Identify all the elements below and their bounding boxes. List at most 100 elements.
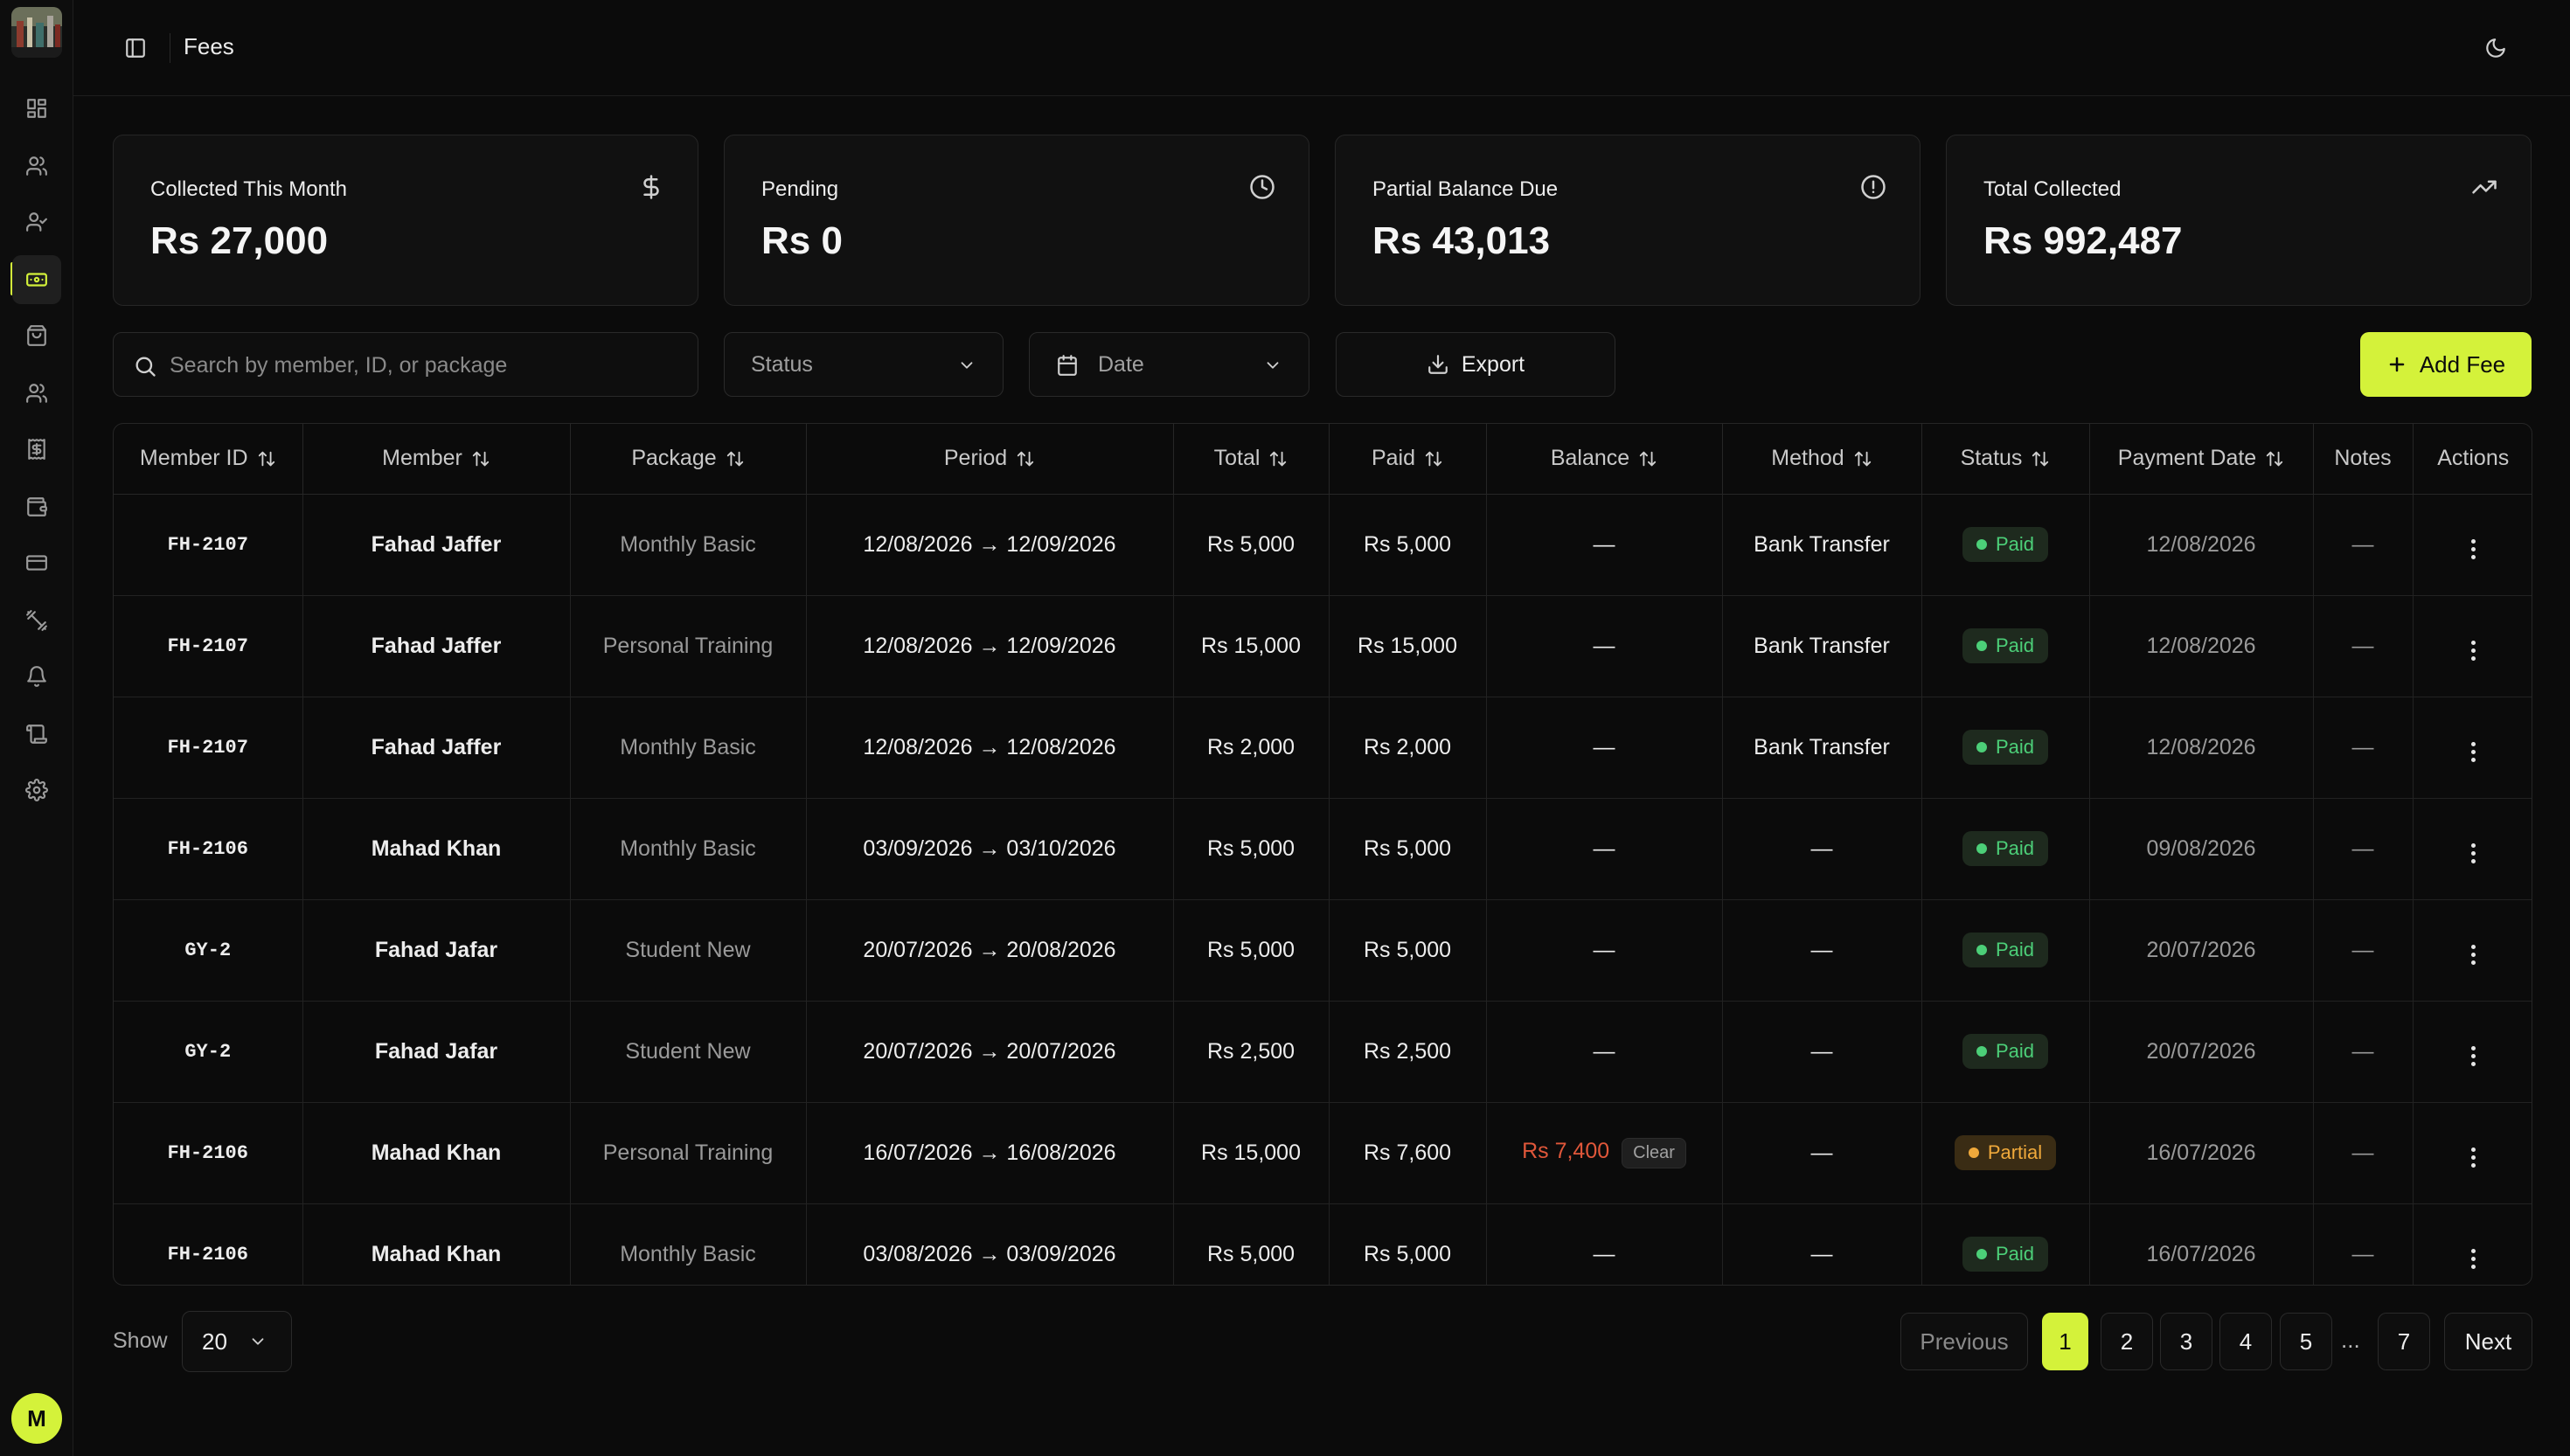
cell-member-id: FH-2107 (114, 494, 303, 596)
status-badge: Partial (1954, 1135, 2057, 1170)
cell-method: — (1722, 899, 1922, 1002)
table-row[interactable]: FH-2107 Fahad Jaffer Monthly Basic 12/08/20… (114, 494, 2532, 596)
export-button[interactable]: Export (1336, 332, 1615, 397)
clear-balance-button[interactable]: Clear (1622, 1137, 1686, 1168)
column-header-paid[interactable]: Paid (1329, 424, 1487, 495)
cell-member: Fahad Jaffer (302, 697, 571, 799)
sidebar-item-members[interactable] (12, 142, 61, 191)
column-header-label: Notes (2334, 446, 2392, 471)
banknote-icon (26, 273, 47, 287)
page-button-7[interactable]: 7 (2378, 1313, 2430, 1370)
table-row[interactable]: GY-2 Fahad Jafar Student New 20/07/2026 → 2… (114, 1001, 2532, 1103)
cell-balance: Rs 7,400 Clear (1486, 1102, 1723, 1204)
sidebar-item-notifications[interactable] (12, 652, 61, 701)
previous-page-button[interactable]: Previous (1900, 1313, 2028, 1370)
cell-package: Monthly Basic (570, 1203, 807, 1285)
sidebar-item-staff[interactable] (12, 369, 61, 418)
cell-status: Paid (1921, 1001, 2090, 1103)
cell-member: Fahad Jaffer (302, 595, 571, 697)
next-page-button[interactable]: Next (2444, 1313, 2532, 1370)
table-row[interactable]: FH-2106 Mahad Khan Personal Training 16/07/… (114, 1102, 2532, 1204)
column-header-balance[interactable]: Balance (1486, 424, 1723, 495)
sidebar-item-fees[interactable] (12, 255, 61, 304)
cell-notes: — (2313, 798, 2414, 900)
status-dot (1976, 1046, 1987, 1057)
user-check-icon (26, 212, 47, 232)
row-actions-menu-button[interactable] (2466, 1244, 2481, 1274)
cell-paid: Rs 15,000 (1329, 595, 1487, 697)
stat-value: Rs 27,000 (150, 219, 329, 262)
column-header-member-id[interactable]: Member ID (114, 424, 303, 495)
app-logo[interactable] (11, 7, 62, 58)
sort-icon (472, 451, 490, 466)
cell-balance: — (1486, 1203, 1723, 1285)
sidebar-item-wallet[interactable] (12, 482, 61, 531)
cell-package: Monthly Basic (570, 798, 807, 900)
row-actions-menu-button[interactable] (2466, 534, 2481, 565)
column-header-label: Period (943, 446, 1008, 471)
table-row[interactable]: FH-2106 Mahad Khan Monthly Basic 03/08/2026… (114, 1203, 2532, 1285)
cell-paid: Rs 2,000 (1329, 697, 1487, 799)
status-text: Paid (1995, 939, 2035, 960)
date-filter-dropdown[interactable]: Date (1029, 332, 1309, 397)
table-row[interactable]: FH-2107 Fahad Jaffer Personal Training 12/0… (114, 595, 2532, 697)
column-header-status[interactable]: Status (1921, 424, 2090, 495)
status-badge: Paid (1962, 1237, 2049, 1272)
user-avatar[interactable]: M (11, 1393, 62, 1444)
sidebar-item-invoices[interactable] (12, 425, 61, 474)
page-size-select[interactable]: 20 (182, 1311, 292, 1372)
row-actions-menu-button[interactable] (2466, 635, 2481, 666)
panel-left-icon (126, 38, 145, 58)
status-filter-dropdown[interactable]: Status (724, 332, 1004, 397)
column-header-member[interactable]: Member (302, 424, 571, 495)
search-input[interactable] (170, 349, 677, 382)
sort-icon (1640, 451, 1657, 466)
sidebar-item-payments[interactable] (12, 538, 61, 587)
add-fee-button[interactable]: Add Fee (2360, 332, 2532, 397)
column-header-total[interactable]: Total (1173, 424, 1330, 495)
column-header-payment-date[interactable]: Payment Date (2089, 424, 2314, 495)
sidebar-item-shop[interactable] (12, 311, 61, 360)
sort-icon (1270, 451, 1287, 466)
users-icon (26, 384, 47, 403)
cell-period: 20/07/2026 → 20/08/2026 (806, 899, 1174, 1002)
cell-notes: — (2313, 697, 2414, 799)
cell-notes: — (2313, 494, 2414, 596)
sidebar-toggle-button[interactable] (119, 31, 152, 65)
column-header-method[interactable]: Method (1722, 424, 1922, 495)
cell-period: 12/08/2026 → 12/09/2026 (806, 595, 1174, 697)
page-button-2[interactable]: 2 (2101, 1313, 2153, 1370)
cell-balance: — (1486, 798, 1723, 900)
table-row[interactable]: GY-2 Fahad Jafar Student New 20/07/2026 → 2… (114, 899, 2532, 1002)
sidebar-item-logs[interactable] (12, 710, 61, 759)
cell-status: Paid (1921, 798, 2090, 900)
column-header-period[interactable]: Period (806, 424, 1174, 495)
page-button-1[interactable]: 1 (2042, 1313, 2088, 1370)
column-header-label: Actions (2437, 446, 2510, 471)
status-dot (1976, 1249, 1987, 1259)
sidebar-item-dashboard[interactable] (12, 84, 61, 133)
alert-circle-icon (1861, 175, 1886, 199)
row-actions-menu-button[interactable] (2466, 838, 2481, 869)
sidebar-item-attendance[interactable] (12, 198, 61, 246)
cell-total: Rs 5,000 (1173, 1203, 1330, 1285)
table-row[interactable]: FH-2106 Mahad Khan Monthly Basic 03/09/2026… (114, 798, 2532, 900)
row-actions-menu-button[interactable] (2466, 737, 2481, 767)
cell-period: 16/07/2026 → 16/08/2026 (806, 1102, 1174, 1204)
bell-icon (27, 666, 46, 687)
cell-member-id: GY-2 (114, 1001, 303, 1103)
sidebar-item-settings[interactable] (12, 766, 61, 815)
page-button-3[interactable]: 3 (2160, 1313, 2212, 1370)
column-header-package[interactable]: Package (570, 424, 807, 495)
theme-toggle-button[interactable] (2479, 31, 2512, 65)
row-actions-menu-button[interactable] (2466, 1142, 2481, 1173)
row-actions-menu-button[interactable] (2466, 1041, 2481, 1071)
page-button-5[interactable]: 5 (2280, 1313, 2332, 1370)
cell-total: Rs 5,000 (1173, 798, 1330, 900)
sidebar-item-equipment[interactable] (12, 596, 61, 645)
cell-status: Paid (1921, 697, 2090, 799)
table-row[interactable]: FH-2107 Fahad Jaffer Monthly Basic 12/08/20… (114, 697, 2532, 799)
row-actions-menu-button[interactable] (2466, 939, 2481, 970)
cell-package: Personal Training (570, 595, 807, 697)
page-button-4[interactable]: 4 (2219, 1313, 2272, 1370)
